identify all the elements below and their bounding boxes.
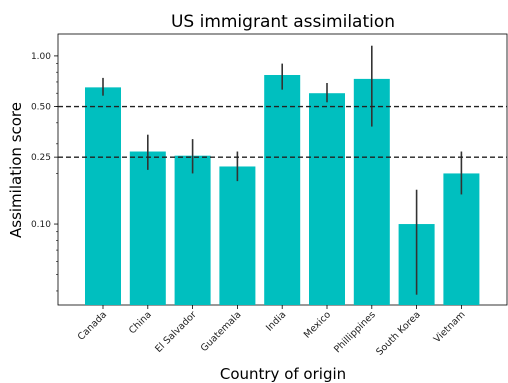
x-tick-label: Canada <box>76 309 109 342</box>
y-tick-label: 0.25 <box>31 153 51 163</box>
x-tick-label: Phillippines <box>332 309 378 355</box>
x-tick-label: South Korea <box>374 309 422 357</box>
y-tick-label: 0.50 <box>31 103 51 113</box>
chart-title: US immigrant assimilation <box>171 12 395 32</box>
y-axis-label: Assimilation score <box>7 102 25 238</box>
bar <box>309 93 345 306</box>
y-tick-label: 1.00 <box>31 52 51 62</box>
bar <box>443 173 480 305</box>
bar <box>129 151 166 305</box>
bar <box>264 74 301 305</box>
x-tick-label: Vietnam <box>432 309 468 345</box>
bar <box>174 155 211 305</box>
bar <box>219 166 256 305</box>
y-tick-label: 0.10 <box>31 220 51 230</box>
x-tick-label: Guatemala <box>199 309 244 354</box>
bar <box>85 87 121 305</box>
x-tick-label: China <box>127 309 154 336</box>
x-tick-label: Mexico <box>302 309 333 340</box>
plot-area: 0.10 0.25 0.50 1.00 Canada China El Salvador Gu… <box>31 33 508 358</box>
x-tick-label: El Salvador <box>153 309 199 355</box>
x-tick-label: India <box>264 309 288 333</box>
x-axis-label: Country of origin <box>220 365 346 383</box>
